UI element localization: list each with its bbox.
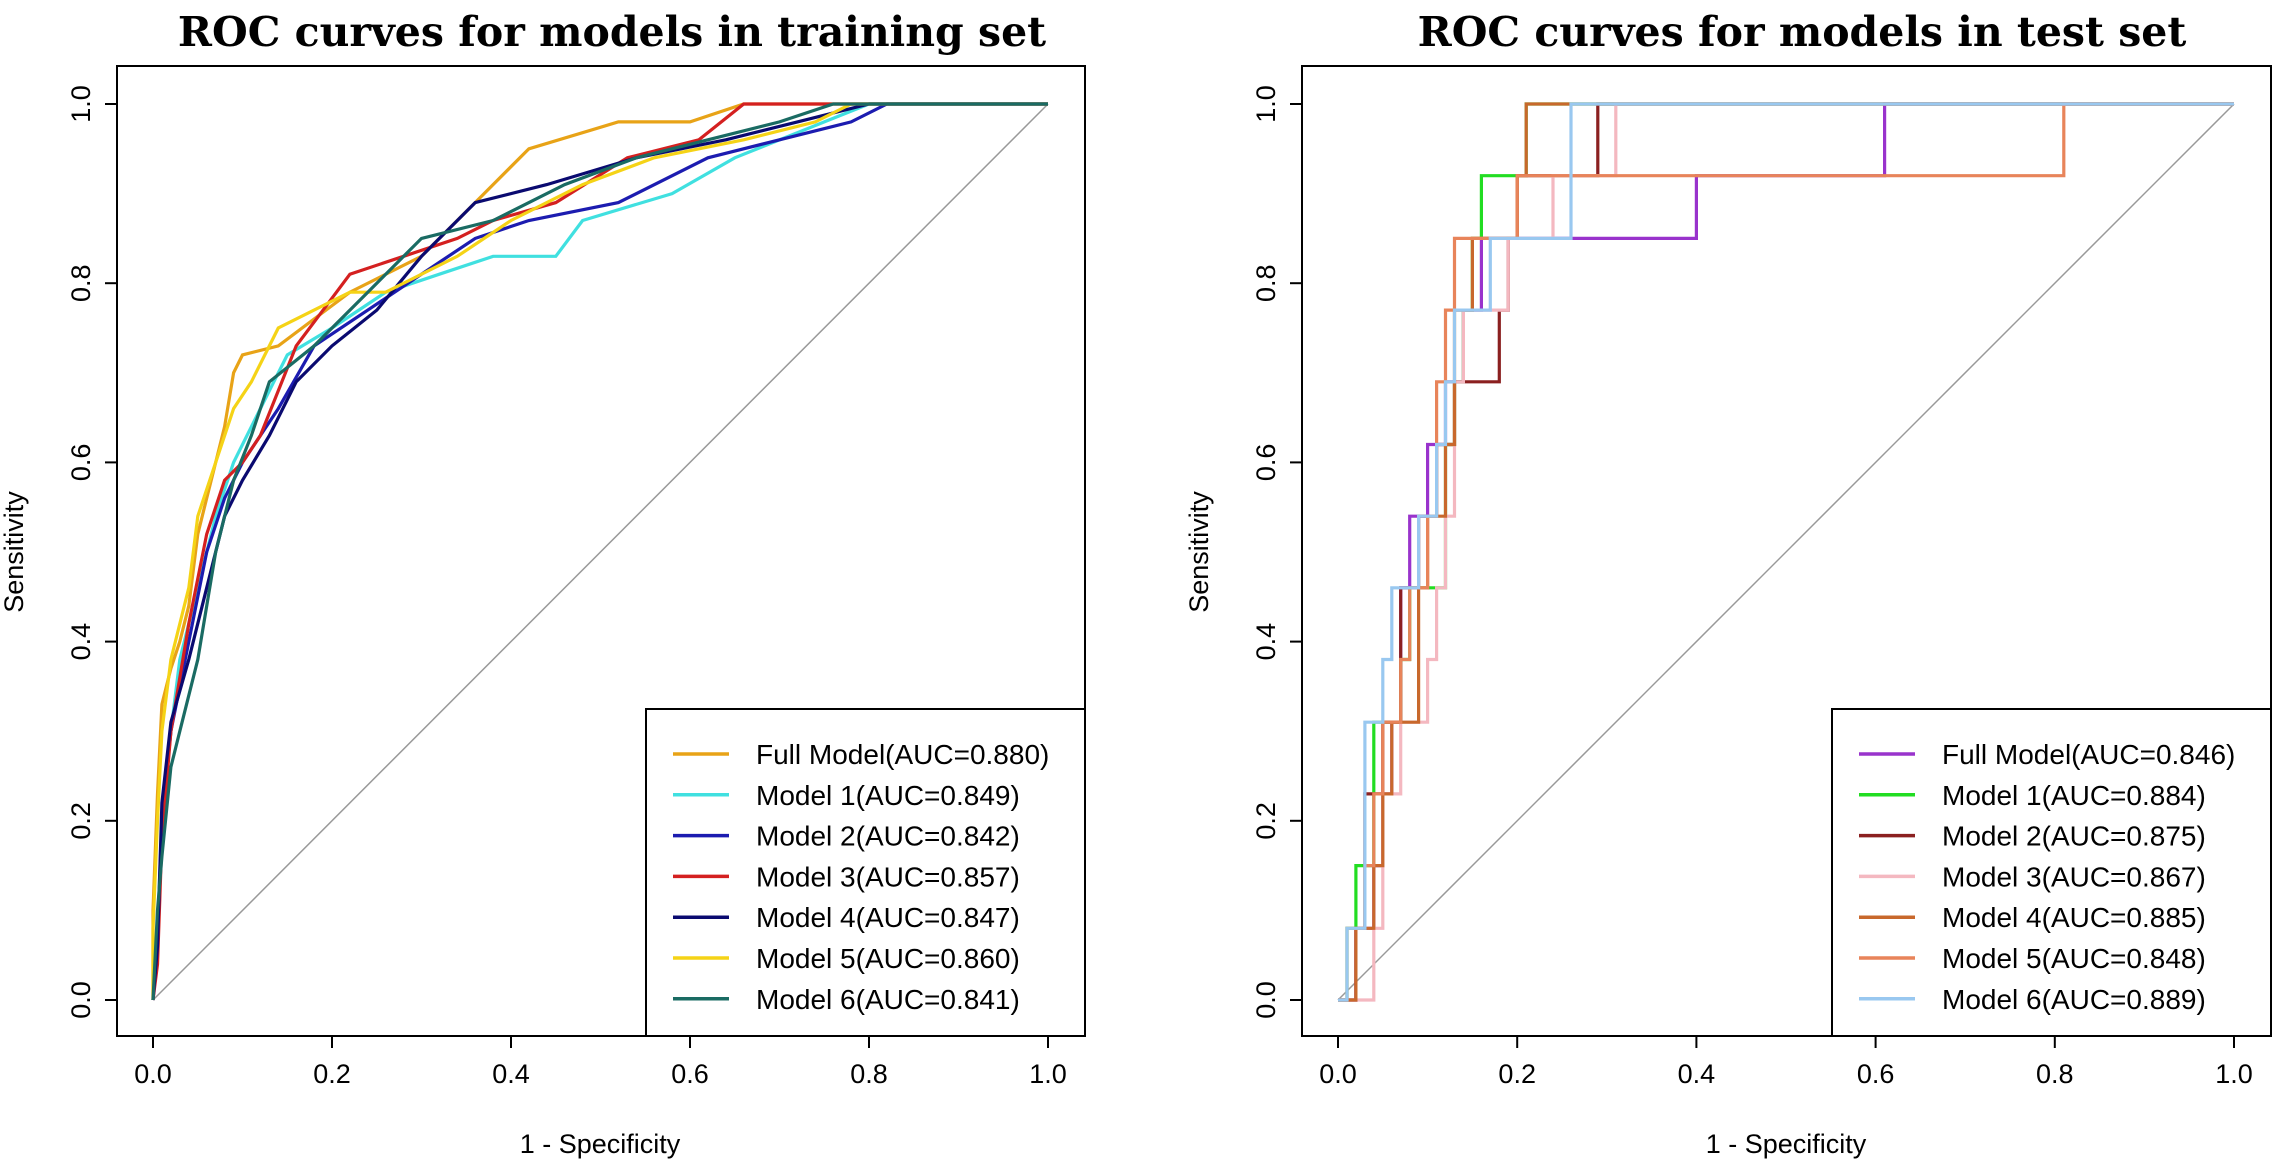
legend-entry-label: Model 6(AUC=0.889) <box>1942 984 2206 1015</box>
legend-entry-label: Full Model(AUC=0.880) <box>756 739 1049 770</box>
panel-training: ROC curves for models in training set 0.… <box>0 8 1086 1159</box>
x-tick-label: 0.0 <box>1319 1059 1357 1089</box>
legend-entry-label: Model 5(AUC=0.848) <box>1942 943 2206 974</box>
legend-box <box>645 708 1086 1037</box>
legend-entry-label: Model 3(AUC=0.857) <box>756 861 1020 892</box>
legend-entry-label: Model 1(AUC=0.849) <box>756 780 1020 811</box>
x-tick-label: 1.0 <box>2215 1059 2253 1089</box>
y-axis-label: Sensitivity <box>0 491 29 613</box>
y-tick-label: 0.8 <box>1251 264 1281 302</box>
legend-entry-label: Model 3(AUC=0.867) <box>1942 861 2206 892</box>
x-tick-label: 0.6 <box>671 1059 709 1089</box>
panel-test: ROC curves for models in test set 0.0 0.2… <box>1184 8 2272 1159</box>
legend-entry-label: Model 1(AUC=0.884) <box>1942 780 2206 811</box>
reference-diagonal <box>152 103 1049 1001</box>
y-tick-label: 1.0 <box>1251 85 1281 123</box>
legend-entry-label: Model 2(AUC=0.875) <box>1942 821 2206 852</box>
x-tick-label: 0.4 <box>1678 1059 1716 1089</box>
legend-box <box>1831 708 2272 1037</box>
legend: Full Model(AUC=0.846) Model 1(AUC=0.884) M… <box>1831 708 2272 1037</box>
y-tick-label: 0.2 <box>1251 802 1281 840</box>
y-tick-label: 0.4 <box>66 623 96 661</box>
legend-entry-label: Model 6(AUC=0.841) <box>756 984 1020 1015</box>
roc-curve-series-6 <box>151 102 1048 1000</box>
legend-entry-label: Model 5(AUC=0.860) <box>756 943 1020 974</box>
legend-entry-label: Model 4(AUC=0.885) <box>1942 902 2206 933</box>
x-tick-label: 0.8 <box>850 1059 888 1089</box>
legend: Full Model(AUC=0.880) Model 1(AUC=0.849) M… <box>645 708 1086 1037</box>
y-tick-label: 1.0 <box>66 85 96 123</box>
y-tick-label: 0.6 <box>66 444 96 482</box>
x-tick-label: 0.6 <box>1857 1059 1895 1089</box>
y-tick-label: 0.0 <box>66 981 96 1019</box>
legend-entry-label: Full Model(AUC=0.846) <box>1942 739 2235 770</box>
x-axis-label: 1 - Specificity <box>1706 1129 1867 1159</box>
x-tick-label: 1.0 <box>1029 1059 1067 1089</box>
roc-curve-series-7 <box>151 102 1048 1001</box>
y-tick-label: 0.0 <box>1251 981 1281 1019</box>
legend-entry-label: Model 2(AUC=0.842) <box>756 821 1020 852</box>
y-tick-label: 0.6 <box>1251 444 1281 482</box>
y-tick-label: 0.4 <box>1251 623 1281 661</box>
y-tick-label: 0.2 <box>66 802 96 840</box>
x-tick-label: 0.2 <box>1498 1059 1536 1089</box>
y-axis-label: Sensitivity <box>1184 491 1214 613</box>
x-tick-label: 0.2 <box>313 1059 351 1089</box>
roc-curve-series-5 <box>151 102 1048 1001</box>
x-tick-label: 0.4 <box>492 1059 530 1089</box>
x-tick-label: 0.0 <box>134 1059 172 1089</box>
chart-title: ROC curves for models in training set <box>178 8 1046 56</box>
chart-title: ROC curves for models in test set <box>1418 8 2187 56</box>
roc-curve-series-7 <box>1338 102 2234 1002</box>
x-axis-label: 1 - Specificity <box>520 1129 681 1159</box>
legend-entry-label: Model 4(AUC=0.847) <box>756 902 1020 933</box>
reference-diagonal <box>1337 103 2235 1001</box>
y-tick-label: 0.8 <box>66 264 96 302</box>
x-tick-label: 0.8 <box>2036 1059 2074 1089</box>
